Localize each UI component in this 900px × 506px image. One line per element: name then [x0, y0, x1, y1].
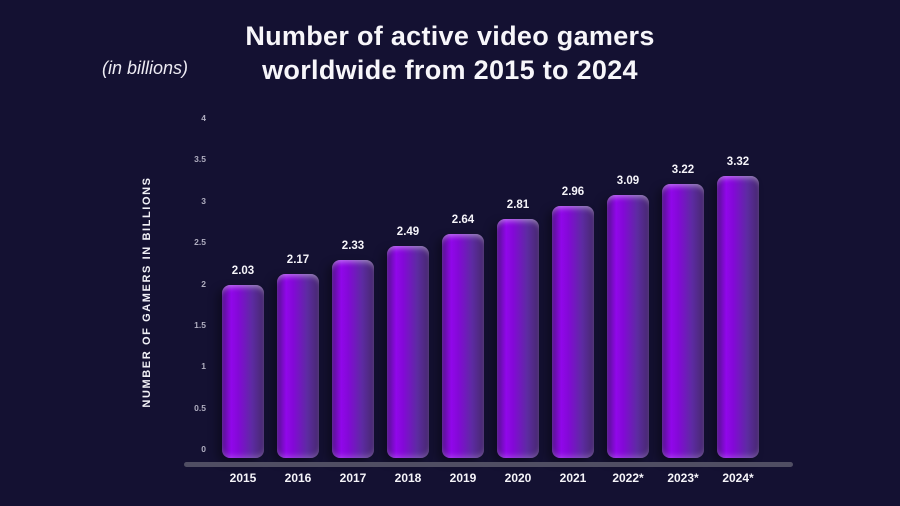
bar-value-label: 2.33: [341, 239, 365, 252]
bar-2019: [442, 233, 484, 458]
bar-2021: [552, 206, 594, 458]
y-tick-label: 1: [201, 361, 206, 372]
y-tick-label: 0: [201, 444, 206, 454]
bar-value-label: 2.64: [451, 213, 475, 226]
chart-title: Number of active video gamers worldwide …: [150, 20, 750, 88]
y-tick-label: 1.5: [194, 319, 206, 330]
bar-value-label: 3.32: [726, 155, 750, 168]
y-tick-label: 3.5: [194, 154, 206, 165]
bar-value-label: 2.03: [231, 265, 255, 278]
x-tick-label: 2021: [559, 471, 587, 485]
bar-2016: [277, 273, 319, 458]
chart-title-line2: worldwide from 2015 to 2024: [262, 54, 638, 85]
x-axis-line: [184, 462, 793, 467]
bar-value-label: 3.09: [616, 175, 640, 188]
bar-2023*: [662, 184, 704, 458]
y-axis-title: NUMBER OF GAMERS IN BILLIONS: [141, 176, 153, 408]
bar-value-label: 2.81: [506, 199, 530, 212]
x-tick-label: 2020: [504, 471, 532, 485]
bar-2018: [387, 246, 429, 458]
x-tick-label: 2015: [229, 471, 257, 485]
chart-subtitle: (in billions): [102, 58, 189, 78]
x-tick-label: 2019: [449, 471, 477, 485]
bar-value-label: 3.22: [671, 164, 695, 177]
y-tick-label: 0.5: [194, 402, 206, 413]
x-tick-label: 2022*: [612, 471, 644, 485]
x-tick-label: 2017: [339, 471, 367, 485]
x-tick-label: 2023*: [667, 471, 699, 485]
x-tick-label: 2016: [284, 471, 312, 485]
chart-title-line1: Number of active video gamers: [245, 21, 655, 51]
y-tick-label: 3: [201, 195, 206, 206]
bar-2017: [332, 259, 374, 458]
bar-value-label: 2.96: [561, 186, 585, 199]
bar-2024*: [717, 175, 759, 458]
y-tick-label: 2.5: [194, 237, 206, 248]
bar-2020: [497, 219, 539, 458]
bar-2022*: [607, 195, 649, 458]
x-tick-label: 2018: [394, 471, 422, 485]
y-tick-label: 4: [201, 113, 206, 123]
bar-2015: [222, 285, 264, 458]
bar-value-label: 2.49: [396, 226, 420, 239]
y-tick-label: 2: [201, 278, 206, 289]
bar-value-label: 2.17: [286, 253, 310, 266]
x-tick-label: 2024*: [722, 471, 754, 485]
